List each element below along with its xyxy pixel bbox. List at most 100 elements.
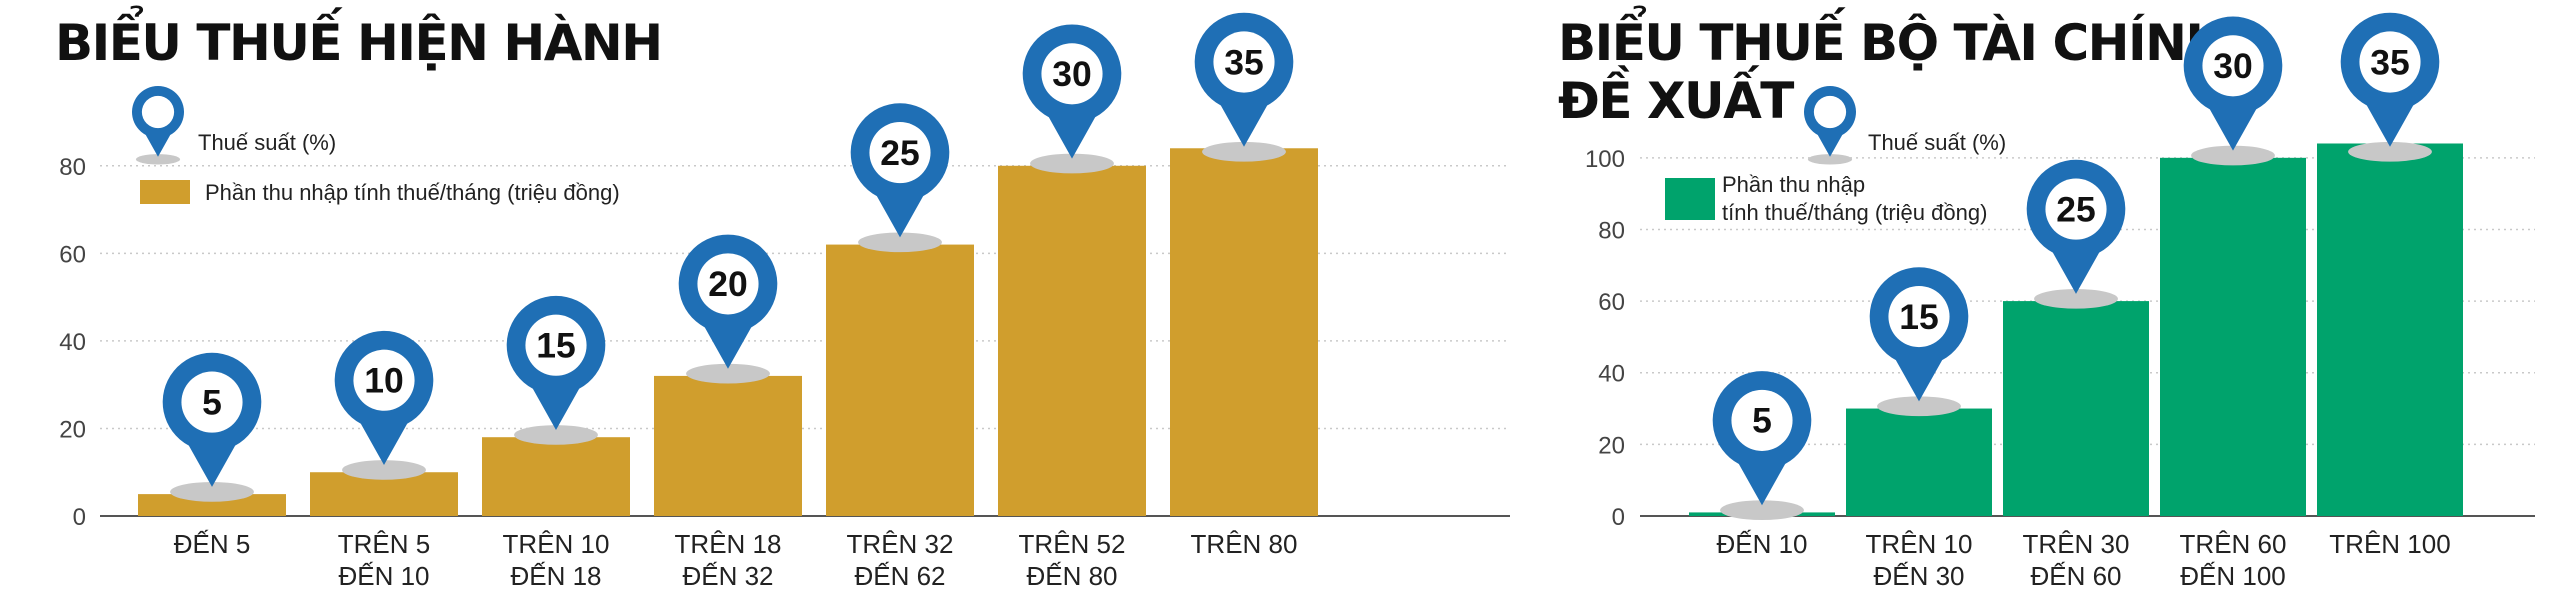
bar bbox=[654, 375, 802, 516]
rate-marker: 10 bbox=[334, 330, 434, 480]
pin-shadow bbox=[2191, 145, 2275, 166]
x-category-label: TRÊN 5 bbox=[338, 529, 430, 559]
tax-rate-label: 35 bbox=[1224, 42, 1263, 82]
legend-bar-label: Phần thu nhập tính thuế/tháng (triệu đồn… bbox=[205, 180, 620, 205]
y-tick-label: 20 bbox=[1598, 432, 1625, 459]
legend-rate: Thuế suất (%) bbox=[132, 86, 336, 165]
y-tick-label: 20 bbox=[59, 416, 86, 443]
rate-marker: 25 bbox=[850, 103, 950, 253]
x-category-label: TRÊN 60 bbox=[2180, 529, 2287, 559]
rate-marker: 15 bbox=[1869, 267, 1969, 417]
chart-title-proposed: BIỂU THUẾ BỘ TÀI CHÍNH ĐỀ XUẤT bbox=[1558, 14, 2227, 130]
rate-marker: 35 bbox=[2340, 12, 2440, 162]
legend-rate-label: Thuế suất (%) bbox=[1868, 130, 2006, 155]
rate-marker: 30 bbox=[1022, 24, 1122, 174]
x-category-label: ĐẾN 62 bbox=[854, 561, 945, 591]
tax-rate-label: 15 bbox=[536, 326, 575, 366]
x-category-label: ĐẾN 32 bbox=[682, 561, 773, 591]
pin-face bbox=[2045, 178, 2107, 240]
tax-rate-label: 35 bbox=[2370, 42, 2409, 82]
pin-face bbox=[525, 314, 587, 376]
y-tick-label: 0 bbox=[73, 504, 86, 531]
legend-rate-label: Thuế suất (%) bbox=[198, 130, 336, 155]
tax-rate-label: 25 bbox=[2056, 189, 2095, 229]
y-tick-label: 80 bbox=[1598, 217, 1625, 244]
chart-title-proposed-line-1: BIỂU THUẾ BỘ TÀI CHÍNH bbox=[1558, 14, 2227, 72]
pin-face bbox=[2359, 31, 2421, 93]
pin-shadow bbox=[170, 481, 254, 502]
tax-rate-label: 30 bbox=[2213, 46, 2252, 86]
pin-face bbox=[697, 253, 759, 315]
rate-marker: 5 bbox=[1712, 371, 1812, 521]
pin-face bbox=[2202, 35, 2264, 97]
tax-rate-label: 20 bbox=[708, 264, 747, 304]
rate-marker: 30 bbox=[2183, 16, 2283, 166]
pin-shadow bbox=[686, 363, 770, 384]
pin-face bbox=[353, 349, 415, 411]
chart-title-proposed-line-2: ĐỀ XUẤT bbox=[1558, 72, 1794, 130]
y-tick-label: 40 bbox=[1598, 361, 1625, 388]
rate-marker: 25 bbox=[2026, 159, 2126, 309]
rate-marker: 5 bbox=[162, 352, 262, 502]
x-category-label: TRÊN 10 bbox=[503, 529, 610, 559]
x-category-label: ĐẾN 5 bbox=[174, 529, 251, 559]
chart-title-current: BIỂU THUẾ HIỆN HÀNH bbox=[55, 14, 663, 72]
legend-bar-label: Phần thu nhập bbox=[1722, 172, 1865, 197]
y-tick-label: 0 bbox=[1612, 504, 1625, 531]
legend-rate: Thuế suất (%) bbox=[1803, 85, 2006, 165]
pin-shadow bbox=[2348, 141, 2432, 162]
pin-shadow bbox=[1030, 153, 1114, 174]
y-tick-label: 40 bbox=[59, 329, 86, 356]
pin-face bbox=[1041, 43, 1103, 105]
pin-face bbox=[1888, 285, 1950, 348]
pin-shadow bbox=[1807, 154, 1853, 165]
legend-swatch bbox=[1665, 178, 1715, 220]
x-category-label: TRÊN 80 bbox=[1191, 529, 1298, 559]
x-category-label: ĐẾN 10 bbox=[1716, 529, 1807, 559]
pin-face bbox=[1813, 95, 1847, 129]
bar bbox=[2160, 157, 2306, 516]
rate-marker: 20 bbox=[678, 234, 778, 384]
x-category-label: TRÊN 18 bbox=[675, 529, 782, 559]
bar bbox=[1846, 408, 1992, 516]
bar bbox=[2317, 143, 2463, 516]
x-category-label: TRÊN 52 bbox=[1019, 529, 1126, 559]
y-tick-label: 60 bbox=[59, 241, 86, 268]
x-category-label: ĐẾN 30 bbox=[1873, 561, 1964, 591]
bar bbox=[998, 165, 1146, 516]
pin-shadow bbox=[135, 154, 181, 165]
pin-shadow bbox=[1877, 396, 1961, 417]
x-category-label: ĐẾN 100 bbox=[2180, 561, 2286, 591]
y-tick-label: 100 bbox=[1585, 146, 1625, 173]
pin-shadow bbox=[858, 232, 942, 253]
tax-rate-label: 5 bbox=[1752, 401, 1772, 441]
x-category-label: TRÊN 100 bbox=[2329, 529, 2450, 559]
bar bbox=[1170, 148, 1318, 516]
pin-shadow bbox=[1720, 500, 1804, 521]
tax-rate-label: 15 bbox=[1899, 297, 1938, 337]
pin-face bbox=[869, 122, 931, 184]
y-tick-label: 60 bbox=[1598, 289, 1625, 316]
bar bbox=[2003, 301, 2149, 516]
pin-shadow bbox=[2034, 288, 2118, 309]
pin-face bbox=[1213, 31, 1275, 93]
pin-shadow bbox=[342, 460, 426, 480]
pin-face bbox=[141, 95, 175, 129]
tax-rate-label: 10 bbox=[364, 361, 403, 401]
legend-bar: Phần thu nhập tính thuế/tháng (triệu đồn… bbox=[140, 180, 620, 205]
legend-bar-label: tính thuế/tháng (triệu đồng) bbox=[1722, 200, 1987, 225]
x-category-label: ĐẾN 60 bbox=[2030, 561, 2121, 591]
x-category-label: ĐẾN 18 bbox=[510, 561, 601, 591]
x-category-label: TRÊN 30 bbox=[2023, 529, 2130, 559]
bar bbox=[826, 244, 974, 517]
rate-marker: 15 bbox=[506, 295, 606, 445]
rate-marker: 35 bbox=[1194, 12, 1294, 162]
pin-shadow bbox=[514, 425, 598, 445]
tax-rate-label: 5 bbox=[202, 382, 222, 422]
x-category-label: TRÊN 10 bbox=[1866, 529, 1973, 559]
x-category-label: ĐẾN 10 bbox=[338, 561, 429, 591]
legend-swatch bbox=[140, 180, 190, 204]
pin-face bbox=[1731, 389, 1793, 451]
